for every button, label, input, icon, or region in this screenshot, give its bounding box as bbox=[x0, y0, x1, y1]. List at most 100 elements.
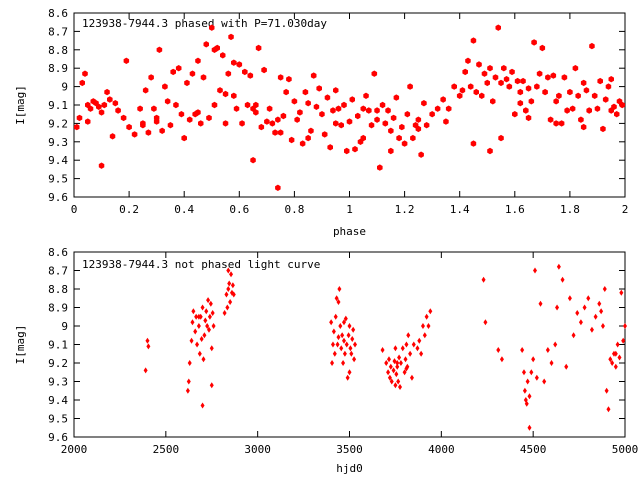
data-point bbox=[514, 77, 521, 85]
data-point bbox=[547, 116, 554, 123]
data-point bbox=[74, 123, 80, 131]
data-point bbox=[569, 105, 576, 112]
data-point bbox=[374, 116, 380, 123]
data-point bbox=[583, 87, 590, 94]
data-point bbox=[329, 319, 334, 326]
data-point bbox=[608, 107, 614, 114]
data-point bbox=[203, 41, 209, 48]
data-point bbox=[404, 111, 411, 118]
plot-frame bbox=[73, 251, 626, 438]
data-point bbox=[550, 72, 557, 79]
data-point bbox=[377, 164, 383, 171]
data-point bbox=[440, 96, 446, 103]
data-point bbox=[623, 323, 627, 329]
data-point bbox=[534, 374, 539, 381]
data-point bbox=[619, 289, 624, 296]
data-point bbox=[247, 72, 254, 79]
data-point bbox=[98, 162, 105, 169]
data-point bbox=[340, 332, 345, 339]
data-point bbox=[394, 371, 399, 378]
y-tick-label: 9.2 bbox=[48, 117, 68, 130]
data-point bbox=[225, 70, 232, 77]
data-point bbox=[187, 360, 192, 366]
data-point bbox=[319, 111, 325, 118]
data-point bbox=[501, 65, 507, 72]
data-point bbox=[107, 96, 113, 103]
data-point bbox=[391, 367, 396, 374]
data-point bbox=[368, 122, 375, 129]
data-point bbox=[345, 374, 350, 381]
data-point bbox=[613, 363, 618, 370]
data-point bbox=[424, 313, 429, 320]
data-point bbox=[181, 134, 187, 142]
data-point bbox=[617, 354, 622, 361]
data-point bbox=[575, 310, 580, 317]
data-point bbox=[608, 356, 613, 363]
data-point bbox=[538, 300, 543, 307]
data-point bbox=[434, 105, 441, 112]
data-point bbox=[423, 122, 430, 129]
data-point bbox=[355, 112, 361, 120]
data-point bbox=[280, 112, 287, 120]
data-point bbox=[410, 134, 416, 142]
data-point bbox=[531, 356, 536, 363]
data-point bbox=[200, 402, 205, 409]
data-point bbox=[209, 345, 214, 352]
data-point bbox=[202, 332, 207, 339]
data-point bbox=[275, 116, 281, 123]
data-point bbox=[266, 105, 273, 112]
data-point bbox=[211, 323, 216, 329]
data-point bbox=[398, 384, 403, 391]
data-point bbox=[483, 319, 488, 326]
data-point bbox=[352, 356, 357, 363]
y-tick-label: 9.3 bbox=[48, 136, 68, 149]
y-tick-label: 9.4 bbox=[48, 394, 68, 407]
data-point bbox=[343, 315, 348, 322]
data-point bbox=[207, 313, 212, 320]
data-point bbox=[366, 107, 372, 114]
data-point bbox=[336, 298, 341, 305]
data-point bbox=[353, 341, 358, 348]
data-point bbox=[545, 74, 551, 81]
data-point bbox=[330, 341, 335, 348]
data-point bbox=[341, 337, 346, 344]
data-point bbox=[419, 350, 424, 357]
data-point bbox=[316, 85, 322, 92]
data-point bbox=[194, 313, 199, 320]
data-point bbox=[350, 335, 355, 342]
unphased-plot-title: 123938-7944.3 not phased light curve bbox=[82, 258, 320, 271]
data-point bbox=[231, 59, 237, 66]
data-point bbox=[347, 369, 352, 376]
x-tick-label: 2 bbox=[622, 203, 629, 216]
x-tick-label: 0.2 bbox=[119, 203, 139, 216]
data-point bbox=[230, 282, 235, 289]
data-point bbox=[605, 83, 612, 90]
data-point bbox=[608, 76, 614, 83]
data-point bbox=[560, 276, 565, 283]
data-point bbox=[191, 308, 196, 315]
data-point bbox=[443, 118, 449, 125]
data-point bbox=[175, 65, 182, 72]
data-point bbox=[604, 387, 609, 394]
data-point bbox=[408, 350, 413, 357]
data-point bbox=[371, 70, 378, 77]
data-point bbox=[229, 271, 234, 278]
x-tick-label: 0.8 bbox=[284, 203, 304, 216]
data-point bbox=[545, 347, 550, 354]
data-point bbox=[422, 332, 427, 339]
data-point bbox=[137, 105, 143, 112]
data-point bbox=[404, 365, 409, 372]
data-point bbox=[580, 123, 587, 131]
y-tick-label: 9.5 bbox=[48, 413, 68, 426]
data-point bbox=[189, 70, 196, 77]
data-point bbox=[534, 83, 540, 90]
data-point bbox=[360, 105, 366, 112]
data-point bbox=[426, 323, 431, 329]
data-point bbox=[525, 378, 530, 385]
data-point bbox=[456, 92, 463, 99]
data-point bbox=[564, 363, 569, 370]
data-point bbox=[222, 120, 229, 127]
data-point bbox=[397, 354, 402, 361]
data-point bbox=[539, 44, 546, 52]
data-point bbox=[302, 88, 309, 96]
